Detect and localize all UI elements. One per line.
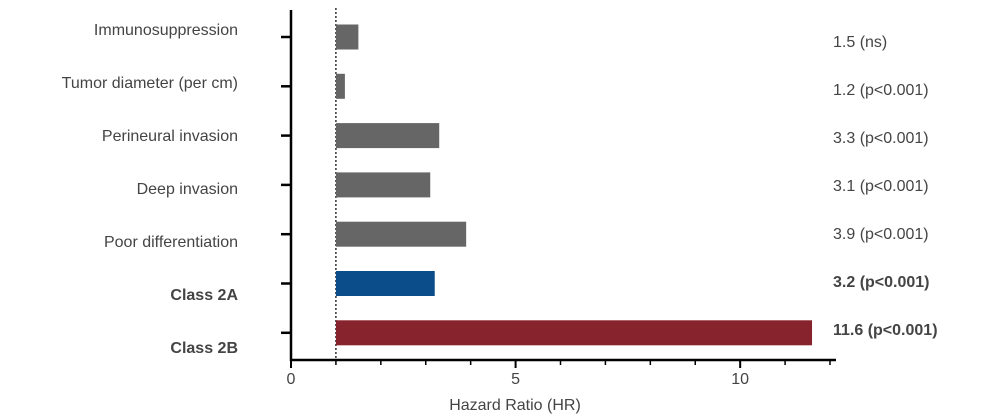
x-tick-label: 0 xyxy=(287,371,296,388)
x-tick-label: 10 xyxy=(731,371,749,388)
bar xyxy=(335,24,359,50)
x-tick-label: 5 xyxy=(511,371,520,388)
bar xyxy=(335,271,435,296)
bar xyxy=(335,172,431,198)
bar xyxy=(335,123,440,149)
bar xyxy=(335,320,813,346)
value-label: 3.2 (p<0.001) xyxy=(833,274,930,291)
value-label: 3.3 (p<0.001) xyxy=(833,130,929,147)
category-label: Perineural invasion xyxy=(102,128,238,145)
value-label: 1.2 (p<0.001) xyxy=(833,82,929,99)
category-label: Class 2A xyxy=(170,287,238,304)
value-label: 1.5 (ns) xyxy=(833,34,887,51)
bar xyxy=(335,73,345,99)
category-label: Immunosuppression xyxy=(94,22,238,39)
x-axis-title: Hazard Ratio (HR) xyxy=(449,397,581,414)
category-label: Deep invasion xyxy=(137,181,238,198)
bar xyxy=(335,221,467,247)
category-label: Poor differentiation xyxy=(104,234,238,251)
value-label: 3.9 (p<0.001) xyxy=(833,226,929,243)
value-label: 11.6 (p<0.001) xyxy=(833,322,938,339)
category-label: Class 2B xyxy=(170,340,238,357)
value-label: 3.1 (p<0.001) xyxy=(833,178,929,195)
category-label: Tumor diameter (per cm) xyxy=(62,75,238,92)
